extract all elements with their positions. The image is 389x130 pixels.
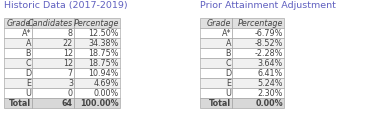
Bar — [232, 58, 284, 68]
Text: 6.41%: 6.41% — [258, 69, 283, 77]
Bar — [232, 28, 284, 38]
Bar — [232, 88, 284, 98]
Text: 12.50%: 12.50% — [89, 28, 119, 37]
Text: C: C — [25, 58, 31, 67]
Text: E: E — [226, 79, 231, 87]
Bar — [200, 78, 232, 88]
Text: U: U — [25, 89, 31, 98]
Text: Historic Data (2017-2019): Historic Data (2017-2019) — [4, 1, 128, 10]
Bar — [200, 38, 232, 48]
Text: Percentage: Percentage — [238, 18, 283, 28]
Text: 34.38%: 34.38% — [89, 38, 119, 47]
Text: 18.75%: 18.75% — [89, 48, 119, 57]
Bar — [32, 68, 74, 78]
Text: 12: 12 — [63, 48, 73, 57]
Bar — [32, 48, 74, 58]
Bar — [32, 28, 74, 38]
Text: Candidates: Candidates — [28, 18, 73, 28]
Text: D: D — [25, 69, 31, 77]
Bar — [200, 98, 232, 108]
Text: 0: 0 — [68, 89, 73, 98]
Bar — [4, 18, 32, 28]
Bar — [32, 18, 74, 28]
Bar — [74, 28, 120, 38]
Bar — [200, 58, 232, 68]
Bar — [4, 98, 32, 108]
Text: Grade: Grade — [207, 18, 231, 28]
Bar — [232, 78, 284, 88]
Text: 0.00%: 0.00% — [94, 89, 119, 98]
Text: 0.00%: 0.00% — [255, 99, 283, 108]
Text: 2.30%: 2.30% — [258, 89, 283, 98]
Text: A: A — [26, 38, 31, 47]
Text: 7: 7 — [68, 69, 73, 77]
Text: B: B — [226, 48, 231, 57]
Text: C: C — [225, 58, 231, 67]
Text: 10.94%: 10.94% — [89, 69, 119, 77]
Text: A*: A* — [21, 28, 31, 37]
Bar — [200, 18, 232, 28]
Bar — [74, 98, 120, 108]
Bar — [200, 28, 232, 38]
Text: Total: Total — [209, 99, 231, 108]
Bar — [200, 68, 232, 78]
Text: -8.52%: -8.52% — [255, 38, 283, 47]
Bar — [4, 68, 32, 78]
Bar — [32, 78, 74, 88]
Text: U: U — [225, 89, 231, 98]
Text: A: A — [226, 38, 231, 47]
Text: E: E — [26, 79, 31, 87]
Bar — [4, 78, 32, 88]
Bar — [232, 38, 284, 48]
Bar — [74, 88, 120, 98]
Bar — [74, 38, 120, 48]
Bar — [4, 58, 32, 68]
Text: 12: 12 — [63, 58, 73, 67]
Bar — [4, 48, 32, 58]
Bar — [74, 48, 120, 58]
Text: -6.79%: -6.79% — [255, 28, 283, 37]
Bar — [74, 58, 120, 68]
Bar — [200, 88, 232, 98]
Text: 100.00%: 100.00% — [81, 99, 119, 108]
Bar — [32, 98, 74, 108]
Text: 5.24%: 5.24% — [258, 79, 283, 87]
Text: A*: A* — [221, 28, 231, 37]
Text: -2.28%: -2.28% — [255, 48, 283, 57]
Text: 64: 64 — [62, 99, 73, 108]
Text: 3: 3 — [68, 79, 73, 87]
Text: 18.75%: 18.75% — [89, 58, 119, 67]
Bar — [232, 18, 284, 28]
Text: 8: 8 — [68, 28, 73, 37]
Text: 22: 22 — [63, 38, 73, 47]
Bar — [32, 88, 74, 98]
Text: 4.69%: 4.69% — [94, 79, 119, 87]
Text: 3.64%: 3.64% — [258, 58, 283, 67]
Bar — [232, 48, 284, 58]
Bar — [74, 78, 120, 88]
Bar — [4, 38, 32, 48]
Bar — [32, 58, 74, 68]
Text: D: D — [225, 69, 231, 77]
Text: B: B — [26, 48, 31, 57]
Bar — [232, 68, 284, 78]
Bar — [4, 88, 32, 98]
Text: Percentage: Percentage — [74, 18, 119, 28]
Bar — [200, 48, 232, 58]
Bar — [74, 68, 120, 78]
Bar — [74, 18, 120, 28]
Text: Prior Attainment Adjustment: Prior Attainment Adjustment — [200, 1, 336, 10]
Bar — [232, 98, 284, 108]
Text: Grade: Grade — [7, 18, 31, 28]
Bar — [4, 28, 32, 38]
Bar — [32, 38, 74, 48]
Text: Total: Total — [9, 99, 31, 108]
